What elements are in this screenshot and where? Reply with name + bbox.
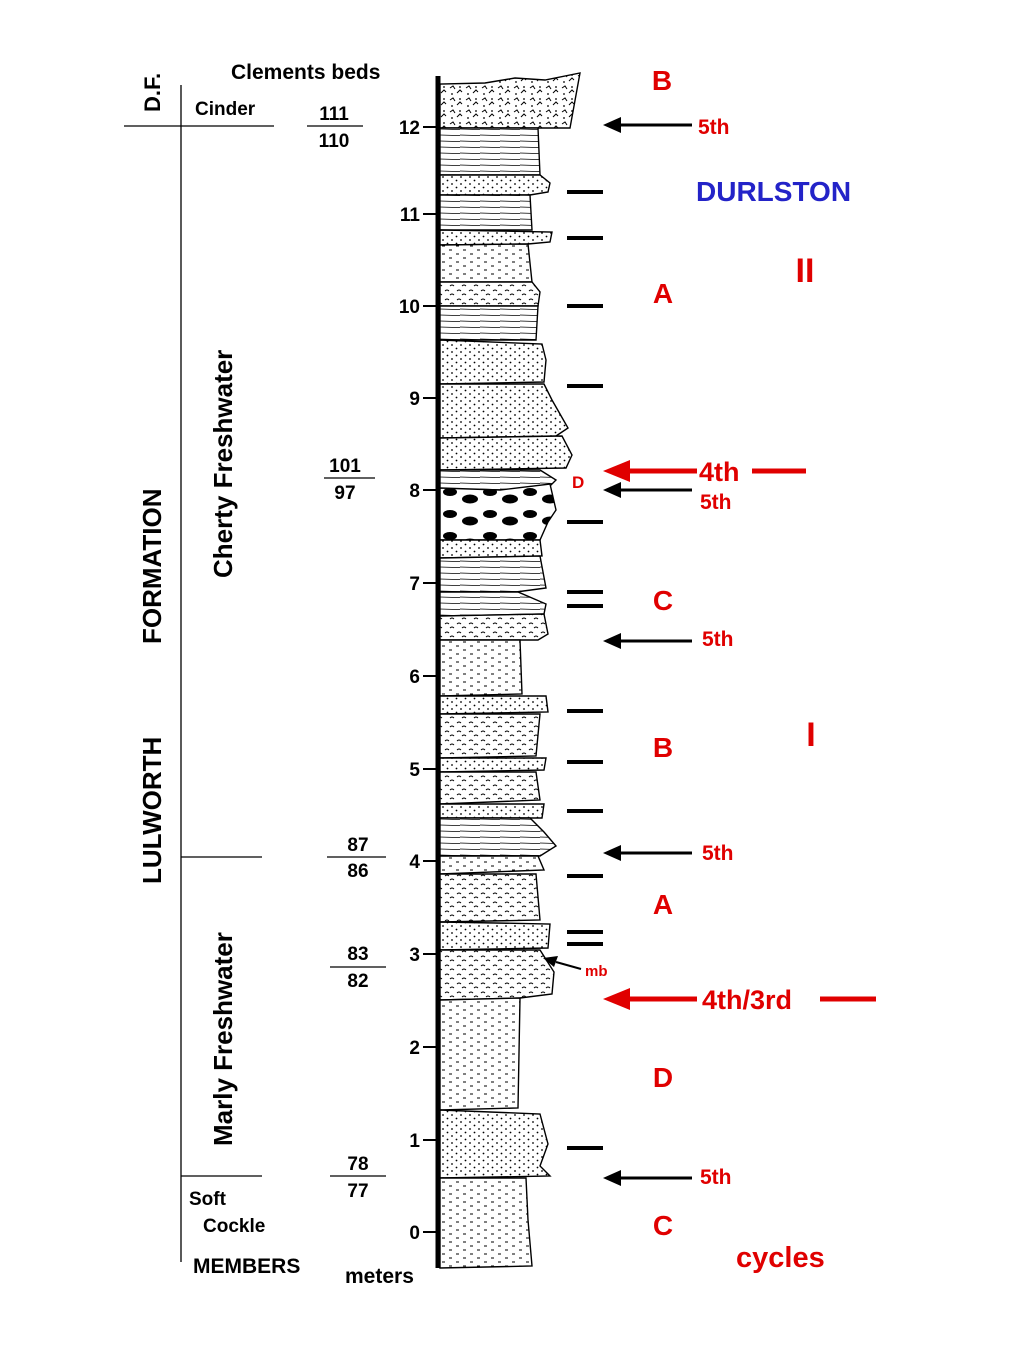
bed [439, 1109, 552, 1179]
meter-tick-label: 4 [409, 852, 420, 873]
meter-tick-label: 9 [409, 389, 420, 410]
bed [439, 127, 541, 176]
bed [439, 613, 549, 641]
bed-number-top: 111 [319, 104, 349, 125]
cycle-roman-i: I [806, 716, 815, 754]
bed [439, 873, 541, 923]
bed [439, 695, 549, 715]
boundary-label: 5th [702, 842, 734, 865]
boundary-label: 5th [700, 1166, 732, 1189]
bed [439, 174, 551, 196]
bed [439, 229, 553, 246]
cycles-footer-label: cycles [736, 1242, 825, 1274]
bed-number-top: 101 [329, 456, 361, 477]
lulworth-label: LULWORTH [137, 737, 167, 884]
cycle-letters: B A C B A D C [652, 65, 673, 1241]
boundary-arrows [543, 117, 876, 1186]
bed [439, 555, 547, 593]
bed [439, 305, 539, 341]
durlston-label: DURLSTON [696, 176, 851, 207]
meter-tick-label: 1 [409, 1131, 420, 1152]
bed [439, 194, 533, 231]
meter-tick-label: 3 [409, 945, 420, 966]
boundary-label-major: 4th [699, 457, 740, 487]
bed [439, 383, 569, 439]
meter-tick-label: 12 [399, 118, 420, 139]
boundary-label: 5th [702, 628, 734, 651]
cycle-letter: C [653, 1210, 673, 1241]
meter-tick-label: 0 [409, 1223, 420, 1244]
soft-cockle-label-line2: Cockle [203, 1216, 265, 1237]
cycle-letter: B [653, 732, 673, 763]
boundary-label: 5th [700, 491, 732, 514]
cycle-boundary-dashes [567, 190, 603, 1150]
bed [439, 591, 547, 617]
bed-number-bottom: 82 [347, 971, 368, 992]
bed-number-bottom: 110 [319, 131, 350, 152]
cycle-letter: B [652, 65, 672, 96]
bed [439, 539, 543, 559]
cycle-letter: A [653, 278, 673, 309]
bed-number-bottom: 86 [347, 861, 368, 882]
d-marker-label: D [572, 473, 584, 492]
bed-number-bottom: 77 [347, 1181, 368, 1202]
meter-tick-label: 7 [409, 574, 420, 595]
boundary-label-major: 4th/3rd [702, 985, 792, 1015]
bed-number-bottom: 97 [334, 483, 355, 504]
bed-number-top: 78 [347, 1154, 368, 1175]
meter-scale: 0 1 2 3 4 5 6 7 8 9 10 11 12 [399, 118, 438, 1244]
meter-tick-label: 2 [409, 1038, 420, 1059]
bed-cap [439, 72, 581, 129]
bed [439, 713, 541, 759]
bed [439, 817, 558, 857]
mb-label: mb [585, 963, 608, 980]
bed [439, 949, 555, 1001]
clements-beds-heading: Clements beds [231, 61, 380, 84]
framework-lines [124, 85, 386, 1262]
bed-number-top: 87 [347, 835, 368, 856]
bed [439, 771, 541, 805]
cycle-letter: A [653, 889, 673, 920]
bed [439, 1177, 533, 1269]
bed-number-top: 83 [347, 944, 368, 965]
boundary-label: 5th [698, 116, 730, 139]
bed [439, 339, 547, 385]
cinder-member-label: Cinder [195, 99, 256, 120]
cycle-letter: D [653, 1062, 673, 1093]
members-heading: MEMBERS [193, 1255, 300, 1278]
cycle-letter: C [653, 585, 673, 616]
bed [439, 997, 521, 1111]
meter-tick-label: 11 [400, 205, 421, 226]
meters-unit-label: meters [345, 1265, 414, 1288]
bed [439, 435, 573, 471]
lithology-column [439, 72, 581, 1269]
meter-tick-label: 8 [409, 481, 420, 502]
bed-chert [439, 483, 557, 541]
bed-numbers: 111 110 101 97 87 86 83 82 78 77 [319, 104, 369, 1202]
cycle-boundary-labels: 5th 4th 5th 5th 5th 4th/3rd 5th [698, 116, 792, 1189]
bed [439, 639, 523, 697]
bed [439, 243, 533, 283]
bed [439, 281, 541, 307]
bed [439, 921, 551, 951]
meter-tick-label: 5 [409, 760, 420, 781]
cherty-freshwater-member-label: Cherty Freshwater [208, 350, 238, 578]
formation-label: FORMATION [137, 489, 167, 645]
bed [439, 803, 545, 819]
meter-tick-label: 10 [399, 297, 420, 318]
soft-cockle-label-line1: Soft [189, 1189, 227, 1210]
marly-freshwater-member-label: Marly Freshwater [208, 932, 238, 1146]
cycle-roman-ii: II [796, 252, 815, 290]
meter-tick-label: 6 [409, 667, 420, 688]
df-label: D.F. [140, 73, 165, 112]
bed [439, 855, 546, 875]
bed [439, 757, 547, 773]
